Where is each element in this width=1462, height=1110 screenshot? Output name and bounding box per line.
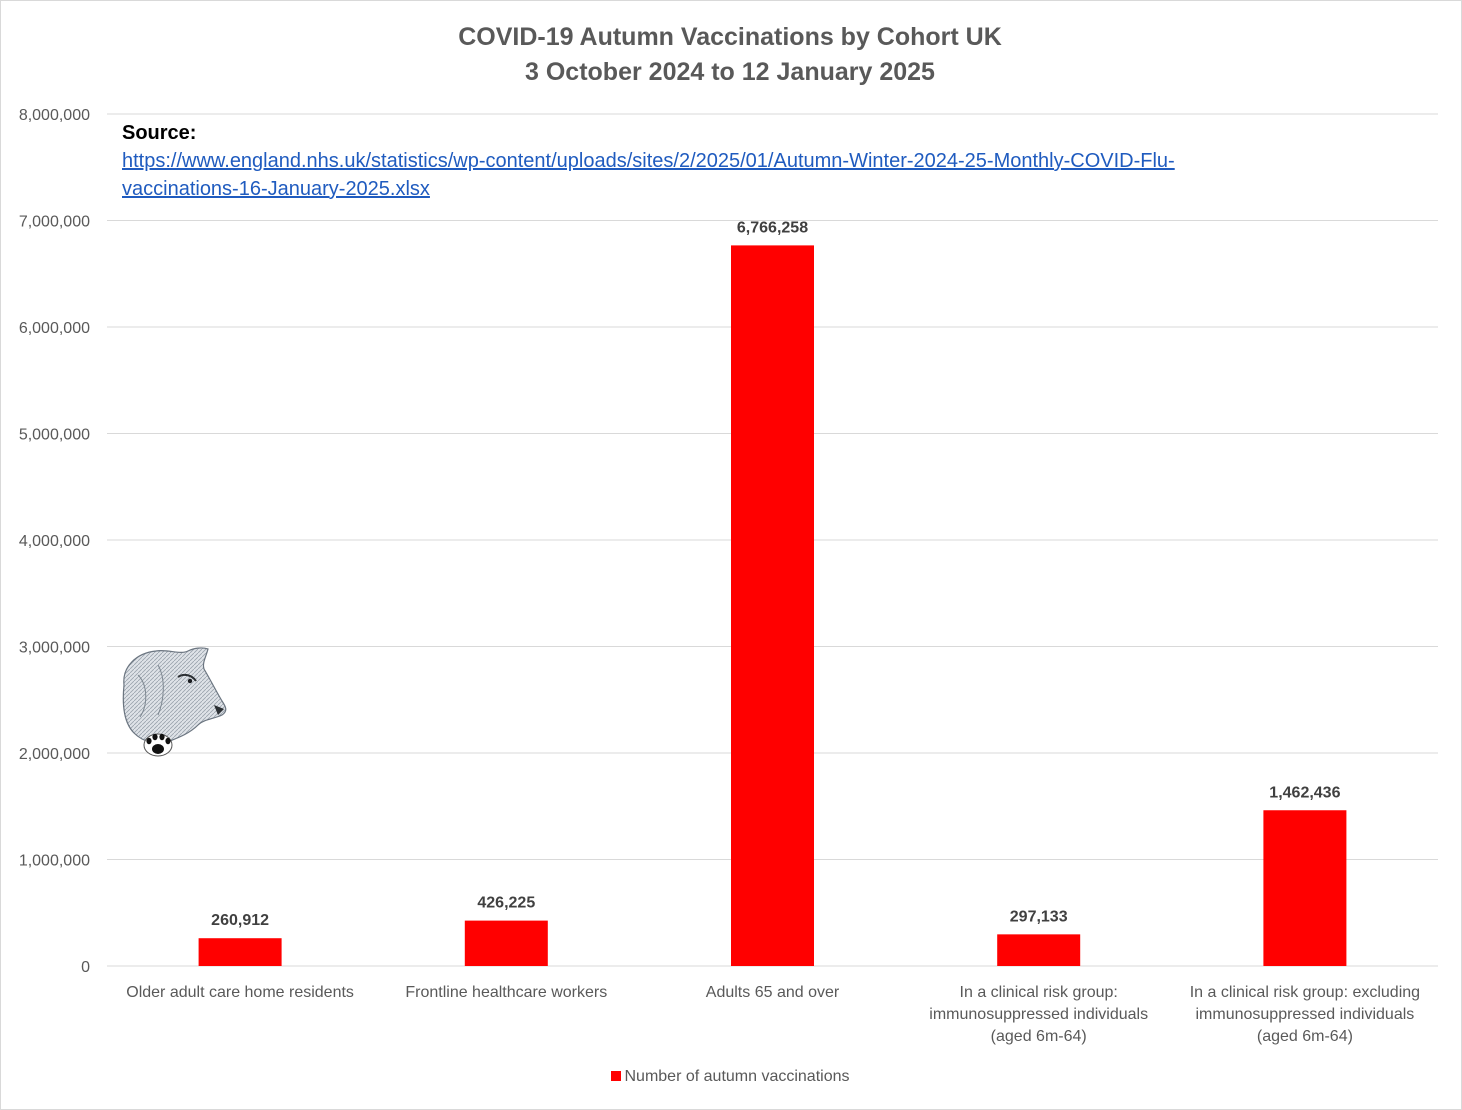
y-tick-label: 2,000,000: [19, 746, 90, 763]
source-link-line1[interactable]: https://www.england.nhs.uk/statistics/wp…: [122, 150, 1175, 172]
source-note: Source: https://www.england.nhs.uk/stati…: [122, 119, 1302, 203]
bar: [1263, 810, 1347, 966]
x-tick-label: (aged 6m-64): [991, 1028, 1087, 1045]
y-tick-label: 5,000,000: [19, 427, 90, 444]
x-tick-label: In a clinical risk group: excluding: [1190, 984, 1420, 1001]
y-tick-label: 0: [81, 959, 90, 976]
data-label: 1,462,436: [1269, 784, 1340, 801]
bar: [464, 920, 548, 966]
wolf-logo-icon: [122, 647, 227, 757]
x-tick-label: Older adult care home residents: [126, 984, 354, 1001]
chart-title-line1: COVID-19 Autumn Vaccinations by Cohort U…: [458, 23, 1002, 51]
y-tick-label: 7,000,000: [19, 214, 90, 231]
data-label: 260,912: [211, 912, 269, 929]
y-tick-label: 1,000,000: [19, 853, 90, 870]
chart-legend: Number of autumn vaccinations: [0, 1068, 1460, 1086]
data-label: 297,133: [1010, 908, 1068, 925]
x-tick-label: Adults 65 and over: [706, 984, 840, 1001]
source-label: Source:: [122, 122, 197, 144]
legend-swatch: [610, 1071, 621, 1081]
y-tick-label: 4,000,000: [19, 533, 90, 550]
y-tick-label: 6,000,000: [19, 320, 90, 337]
x-tick-label: immunosuppressed individuals: [1196, 1006, 1415, 1023]
data-label: 6,766,258: [737, 219, 808, 236]
bar: [997, 934, 1081, 966]
x-tick-label: (aged 6m-64): [1257, 1028, 1353, 1045]
x-tick-label: Frontline healthcare workers: [405, 984, 607, 1001]
x-tick-label: In a clinical risk group:: [960, 984, 1118, 1001]
y-tick-label: 3,000,000: [19, 640, 90, 657]
data-label: 426,225: [477, 895, 535, 912]
x-tick-label: immunosuppressed individuals: [929, 1006, 1148, 1023]
bar: [731, 245, 814, 966]
legend-label: Number of autumn vaccinations: [624, 1068, 850, 1085]
chart-subtitle: 3 October 2024 to 12 January 2025: [525, 58, 935, 86]
y-tick-label: 8,000,000: [19, 107, 90, 124]
chart-title: COVID-19 Autumn Vaccinations by Cohort U…: [0, 20, 1460, 90]
source-link-line2[interactable]: vaccinations-16-January-2025.xlsx: [122, 178, 430, 200]
paw-print-icon: [143, 733, 173, 757]
bar: [198, 938, 282, 966]
